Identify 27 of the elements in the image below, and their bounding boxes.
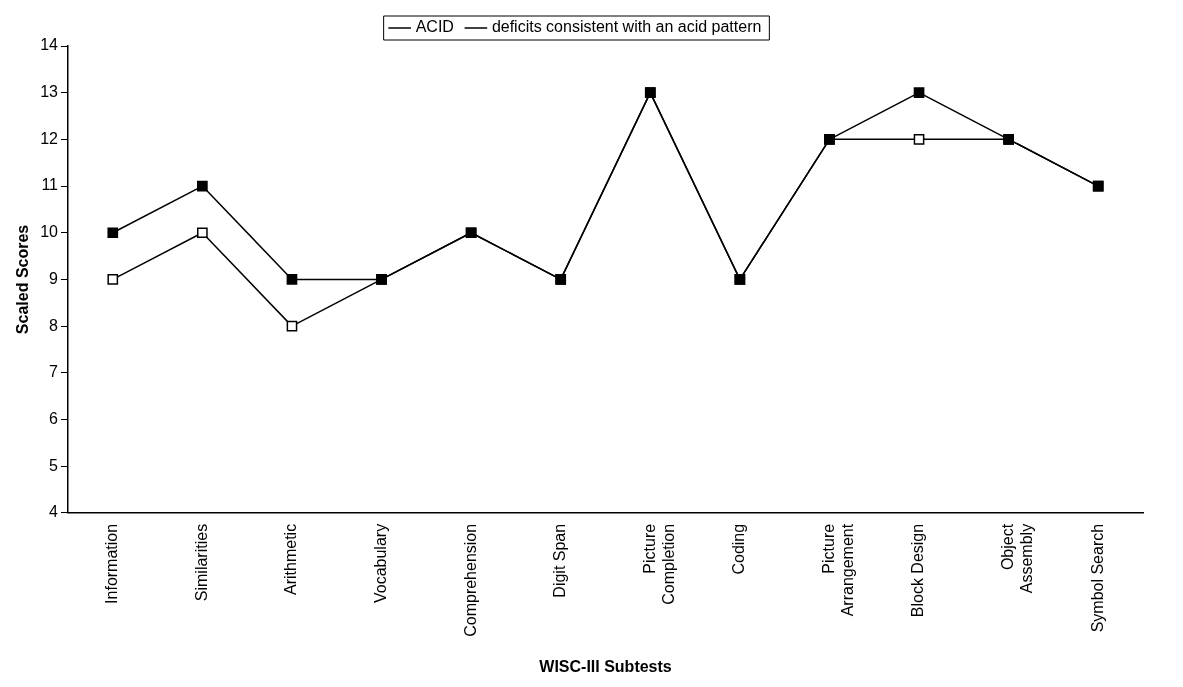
y-tick-label: 11: [41, 176, 59, 194]
y-axis-title: Scaled Scores: [14, 224, 32, 335]
y-tick-label: 9: [49, 269, 59, 287]
x-tick-label: Symbol Search: [1088, 523, 1106, 633]
y-tick-label: 14: [40, 36, 59, 54]
x-tick-label: Digit Span: [551, 523, 569, 598]
y-tick-label: 6: [49, 409, 59, 427]
legend-label: deficits consistent with an acid pattern: [491, 18, 762, 36]
x-tick-label: Vocabulary: [371, 523, 389, 604]
x-tick-label: Block Design: [909, 523, 927, 618]
x-tick-label: Similarities: [192, 523, 210, 602]
x-tick-label: Picture Completion: [640, 523, 677, 605]
x-tick-label: Arithmetic: [282, 523, 300, 595]
y-tick-label: 4: [49, 503, 59, 521]
x-tick-label: Comprehension: [461, 523, 479, 637]
y-tick-label: 13: [40, 83, 59, 101]
x-tick-label: Object Assembly: [999, 523, 1036, 594]
x-tick-label: Picture Arrangement: [819, 523, 857, 617]
y-tick-label: 12: [40, 129, 59, 147]
y-tick-label: 5: [49, 456, 59, 474]
x-axis-title: WISC-III Subtests: [539, 657, 672, 675]
legend-label: ACID: [415, 18, 454, 36]
x-tick-label: Information: [103, 523, 121, 604]
y-tick-label: 10: [40, 223, 59, 241]
y-tick-label: 7: [49, 363, 59, 381]
x-tick-label: Coding: [730, 523, 748, 575]
y-tick-label: 8: [49, 316, 59, 334]
